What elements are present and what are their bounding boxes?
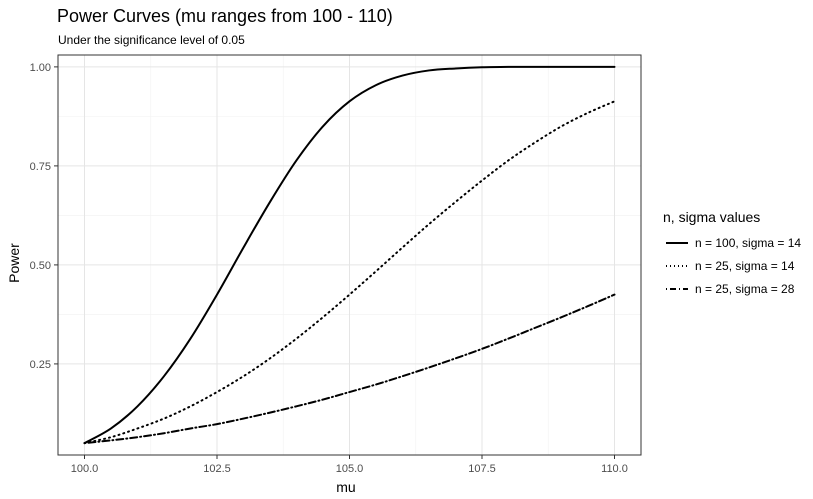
x-axis-label: mu xyxy=(336,479,356,495)
chart-subtitle: Under the significance level of 0.05 xyxy=(58,33,245,47)
y-tick-label: 0.25 xyxy=(30,359,51,371)
x-tick-label: 107.5 xyxy=(468,463,496,475)
x-tick-label: 100.0 xyxy=(71,463,99,475)
legend-label: n = 25, sigma = 14 xyxy=(695,258,795,273)
legend-key-dotted xyxy=(666,264,688,267)
legend-key-solid xyxy=(666,241,688,244)
series-line-1 xyxy=(83,65,616,445)
legend-title: n, sigma values xyxy=(663,209,761,225)
series-line-2 xyxy=(83,100,616,445)
legend: n, sigma values n = 100, sigma = 14 n = … xyxy=(663,209,801,300)
series-line-3 xyxy=(83,293,616,445)
x-tick-label: 102.5 xyxy=(203,463,231,475)
x-tick-label: 110.0 xyxy=(601,463,628,475)
legend-key-dotdash xyxy=(666,287,688,290)
x-tick-label: 105.0 xyxy=(336,463,364,475)
legend-label: n = 25, sigma = 28 xyxy=(695,281,795,296)
y-axis-label: Power xyxy=(6,243,22,283)
y-tick-label: 0.50 xyxy=(30,260,51,272)
legend-item: n = 100, sigma = 14 xyxy=(663,231,801,254)
legend-item: n = 25, sigma = 14 xyxy=(663,254,801,277)
y-tick-label: 0.75 xyxy=(30,161,51,173)
legend-item: n = 25, sigma = 28 xyxy=(663,277,801,300)
y-tick-label: 1.00 xyxy=(30,62,51,74)
legend-label: n = 100, sigma = 14 xyxy=(695,235,802,250)
chart-title: Power Curves (mu ranges from 100 - 110) xyxy=(57,6,393,26)
